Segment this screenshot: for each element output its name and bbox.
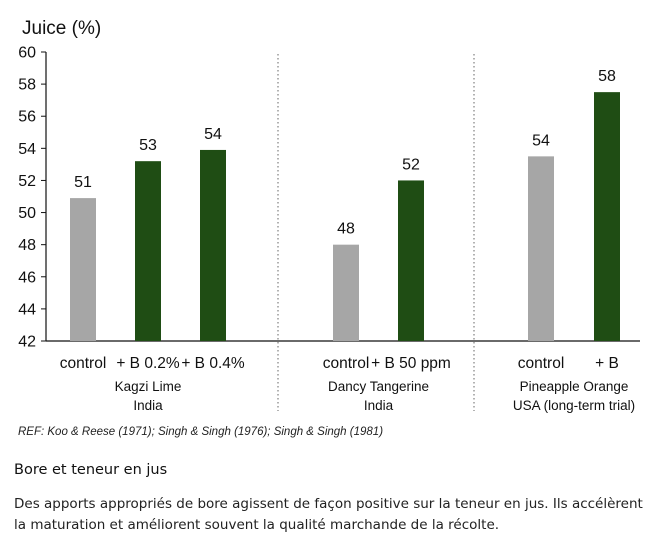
bar-control: [528, 156, 554, 341]
category-label: control: [60, 355, 107, 372]
data-label: 48: [337, 221, 355, 238]
y-tick-label: 48: [18, 237, 36, 254]
caption-body: Des apports appropriés de bore agissent …: [14, 496, 643, 533]
data-label: 51: [74, 174, 92, 191]
group-location: India: [133, 398, 163, 413]
category-label: control: [518, 355, 565, 372]
category-label: + B 50 ppm: [371, 355, 451, 372]
group-location: India: [364, 398, 394, 413]
y-tick-label: 44: [18, 301, 36, 318]
data-label: 53: [139, 137, 157, 154]
bar-boron: [200, 149, 226, 341]
y-tick-label: 46: [18, 269, 36, 286]
y-tick-label: 54: [18, 141, 36, 158]
bar-control: [333, 244, 359, 341]
labels: 51 control 53 + B 0.2% 54 + B 0.4% Kagzi Lime I…: [60, 68, 635, 413]
y-axis-title: Juice (%): [22, 18, 101, 39]
group-name: Dancy Tangerine: [328, 379, 429, 394]
bar-boron: [594, 92, 620, 341]
y-tick-label: 56: [18, 109, 36, 126]
y-tick-label: 42: [18, 334, 36, 351]
bar-boron: [398, 180, 424, 341]
category-label: control: [323, 355, 370, 372]
data-label: 54: [532, 132, 550, 149]
category-label: + B 0.4%: [181, 355, 245, 372]
group-name: Kagzi Lime: [115, 379, 182, 394]
data-label: 54: [204, 126, 222, 143]
data-label: 52: [402, 156, 420, 173]
y-tick-label: 52: [18, 173, 36, 190]
group-location: USA (long-term trial): [513, 398, 635, 413]
caption-title: Bore et teneur en jus: [14, 462, 168, 478]
group-name: Pineapple Orange: [520, 379, 629, 394]
juice-bar-chart: Juice (%) 42 44 46 48 50 52 54 56 58 60 51 control…: [18, 18, 640, 413]
bars: [70, 92, 620, 341]
data-label: 58: [598, 68, 616, 85]
bar-boron: [135, 161, 161, 341]
y-tick-label: 50: [18, 205, 36, 222]
bar-control: [70, 198, 96, 341]
y-tick-label: 60: [18, 45, 36, 62]
category-label: + B 0.2%: [116, 355, 180, 372]
reference-note: REF: Koo & Reese (1971); Singh & Singh (…: [18, 426, 384, 438]
category-label: + B: [595, 355, 619, 372]
y-tick-label: 58: [18, 77, 36, 94]
